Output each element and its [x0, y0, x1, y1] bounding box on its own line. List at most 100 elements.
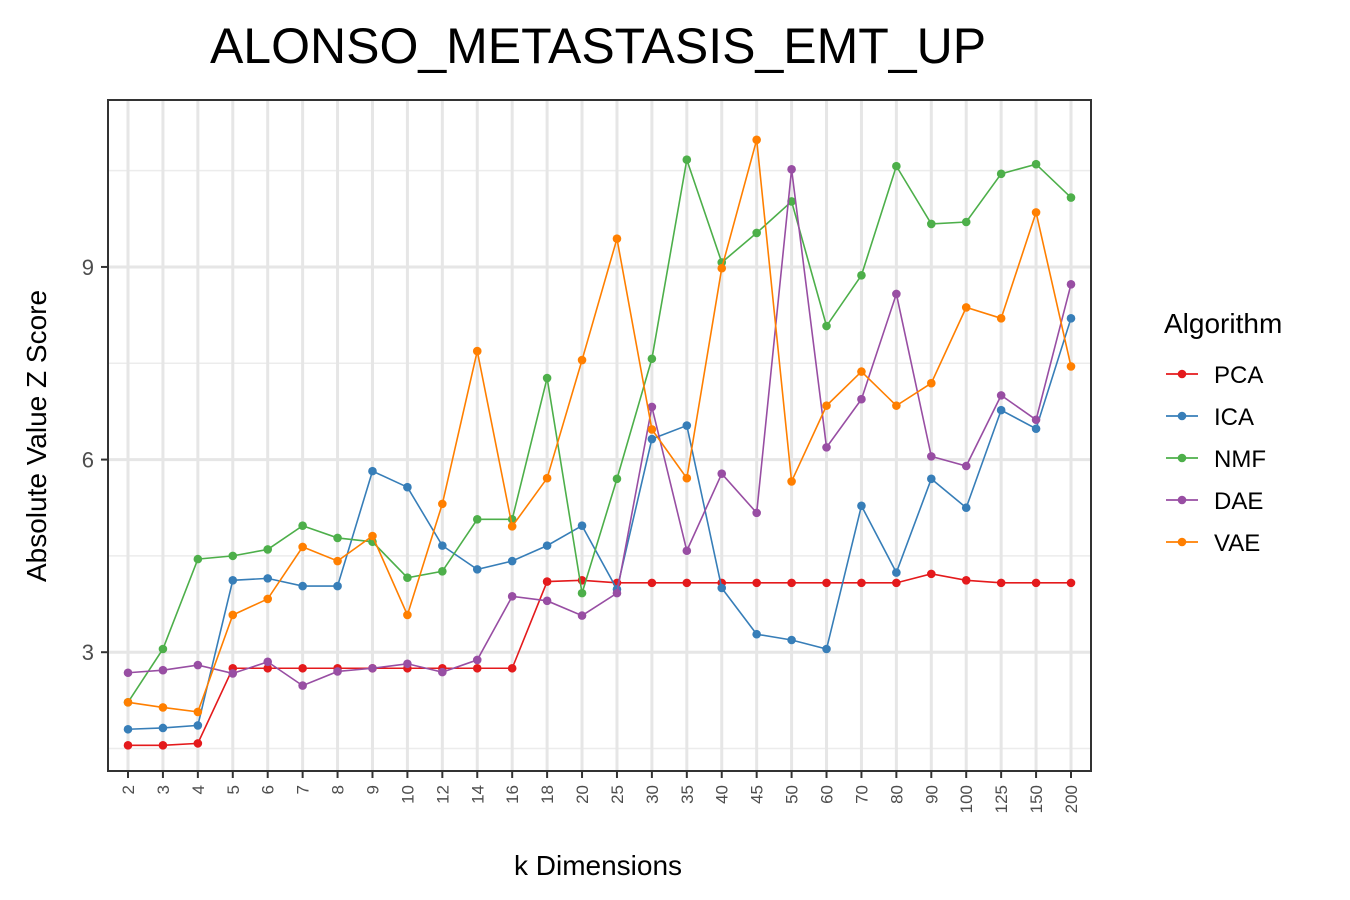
- data-point-vae: [542, 473, 552, 483]
- series-line-dae: [127, 169, 1072, 687]
- y-axis-title: Absolute Value Z Score: [21, 290, 52, 582]
- chart-title: ALONSO_METASTASIS_EMT_UP: [210, 18, 986, 74]
- legend-label: NMF: [1214, 446, 1266, 473]
- data-point-vae: [961, 303, 971, 312]
- x-tick-label: 40: [713, 785, 732, 804]
- data-point-dae: [1066, 279, 1076, 289]
- data-point-dae: [961, 461, 971, 471]
- data-point-nmf: [403, 573, 412, 583]
- data-point-ica: [926, 474, 936, 484]
- legend-label: DAE: [1214, 488, 1263, 515]
- data-point-vae: [577, 355, 587, 365]
- data-point-dae: [507, 592, 517, 601]
- data-point-ica: [892, 568, 901, 577]
- series-line-pca: [128, 573, 1071, 747]
- y-tick-label: 6: [82, 448, 94, 473]
- x-axis-title: k Dimensions: [514, 850, 682, 881]
- data-point-ica: [193, 721, 203, 730]
- legend-label: VAE: [1214, 530, 1260, 557]
- data-point-nmf: [892, 161, 901, 171]
- data-point-pca: [926, 569, 936, 579]
- data-point-dae: [647, 402, 657, 412]
- x-tick-label: 2: [119, 785, 138, 794]
- data-point-vae: [682, 473, 692, 483]
- series-vae: [123, 135, 1076, 717]
- data-point-ica: [1066, 314, 1076, 323]
- data-point-nmf: [682, 155, 692, 165]
- legend-item-vae: VAE: [1166, 530, 1260, 557]
- data-point-ica: [822, 644, 831, 654]
- x-tick-label: 7: [294, 785, 313, 794]
- data-point-vae: [158, 703, 168, 712]
- data-point-ica: [647, 434, 657, 444]
- data-point-nmf: [612, 474, 622, 484]
- data-point-pca: [752, 578, 761, 588]
- data-point-vae: [647, 425, 657, 434]
- data-point-dae: [228, 669, 238, 678]
- x-tick-label: 60: [818, 785, 837, 804]
- x-tick-label: 150: [1027, 785, 1046, 813]
- data-point-dae: [158, 665, 168, 675]
- data-point-dae: [438, 667, 447, 677]
- data-point-nmf: [822, 321, 831, 331]
- data-point-ica: [333, 581, 342, 591]
- data-point-ica: [263, 574, 273, 583]
- data-point-nmf: [263, 545, 273, 554]
- data-point-vae: [438, 499, 447, 509]
- data-point-nmf: [577, 588, 587, 598]
- legend-item-ica: ICA: [1166, 404, 1254, 431]
- data-point-dae: [787, 165, 796, 174]
- data-point-vae: [892, 401, 901, 410]
- data-point-vae: [857, 367, 866, 376]
- data-point-ica: [403, 482, 412, 492]
- data-point-ica: [961, 503, 971, 513]
- data-point-vae: [368, 531, 377, 541]
- series-line-ica: [127, 318, 1072, 731]
- data-point-pca: [507, 663, 517, 673]
- data-point-vae: [787, 477, 796, 486]
- data-point-vae: [507, 522, 517, 531]
- data-point-nmf: [333, 533, 342, 543]
- data-point-nmf: [228, 551, 238, 561]
- data-point-nmf: [193, 554, 203, 564]
- data-point-vae: [228, 610, 238, 620]
- data-point-vae: [822, 401, 831, 410]
- x-tick-label: 80: [887, 785, 906, 804]
- legend-label: PCA: [1214, 362, 1263, 389]
- x-tick-label: 18: [538, 785, 557, 804]
- x-tick-label: 6: [259, 785, 278, 794]
- data-point-dae: [682, 546, 692, 556]
- data-point-dae: [193, 660, 203, 670]
- x-tick-label: 20: [573, 785, 592, 804]
- data-point-dae: [472, 655, 482, 665]
- data-point-nmf: [542, 373, 552, 383]
- data-point-ica: [228, 575, 238, 585]
- y-tick-label: 9: [82, 255, 94, 280]
- legend: Algorithm PCA ICA NMF DAE VAE: [1164, 308, 1282, 557]
- data-point-pca: [298, 663, 307, 673]
- grid-lines: [108, 100, 1091, 771]
- x-tick-label: 25: [608, 785, 627, 804]
- data-point-vae: [717, 263, 727, 273]
- legend-key-point: [1177, 495, 1187, 505]
- data-point-pca: [472, 663, 482, 673]
- data-point-pca: [892, 578, 901, 588]
- series-ica: [123, 314, 1076, 734]
- legend-key-point: [1177, 411, 1187, 421]
- data-point-nmf: [961, 217, 971, 227]
- data-point-dae: [892, 289, 901, 299]
- x-tick-label: 70: [852, 785, 871, 804]
- data-point-vae: [333, 556, 342, 566]
- data-point-pca: [542, 577, 552, 586]
- data-point-nmf: [857, 270, 866, 280]
- x-tick-label: 10: [398, 785, 417, 804]
- data-point-nmf: [438, 567, 447, 576]
- data-point-vae: [123, 697, 133, 707]
- x-tick-label: 4: [189, 785, 208, 794]
- data-point-dae: [542, 596, 552, 606]
- data-point-vae: [996, 314, 1006, 323]
- data-point-dae: [123, 668, 133, 678]
- data-point-ica: [752, 629, 761, 639]
- data-point-vae: [193, 707, 203, 717]
